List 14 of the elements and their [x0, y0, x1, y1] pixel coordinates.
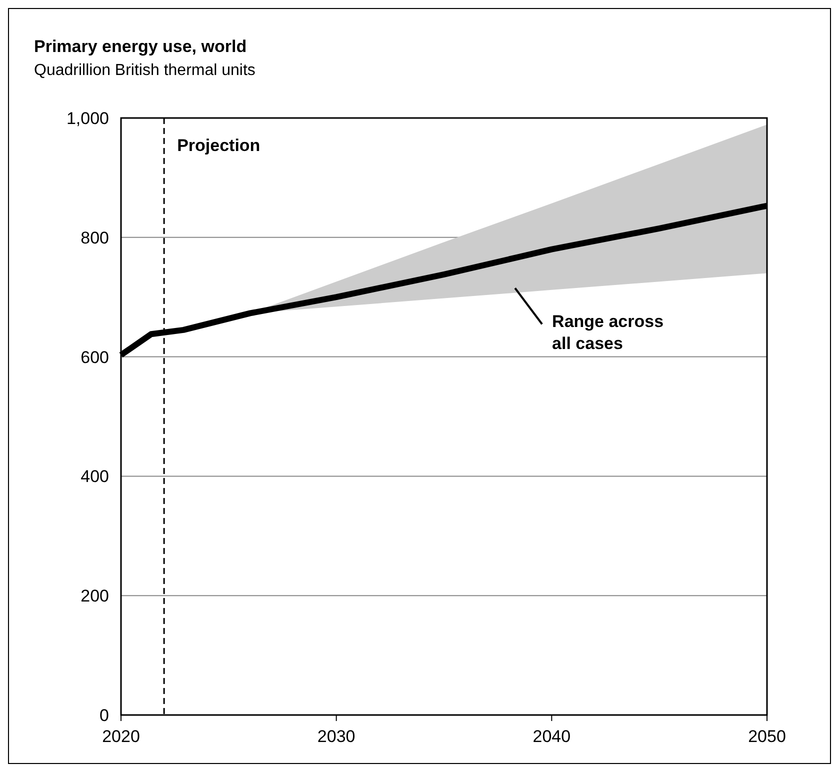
chart-subtitle: Quadrillion British thermal units	[34, 62, 256, 79]
annotation: Range across all cases	[552, 312, 664, 354]
chart-title: Primary energy use, world	[34, 37, 247, 56]
y-tick-label: 600	[80, 348, 109, 367]
x-tick-label: 2050	[748, 727, 786, 746]
x-tick-label: 2020	[102, 727, 140, 746]
x-tick-label: 2040	[532, 727, 571, 746]
x-tick-label: 2030	[317, 727, 356, 746]
y-tick-label: 800	[80, 228, 109, 248]
y-tick-label: 400	[80, 467, 109, 486]
y-tick-label: 1,000	[66, 109, 109, 128]
ref-line-label: Projection	[177, 136, 260, 155]
y-tick-label: 0	[100, 706, 109, 725]
y-tick-label: 200	[80, 586, 109, 606]
